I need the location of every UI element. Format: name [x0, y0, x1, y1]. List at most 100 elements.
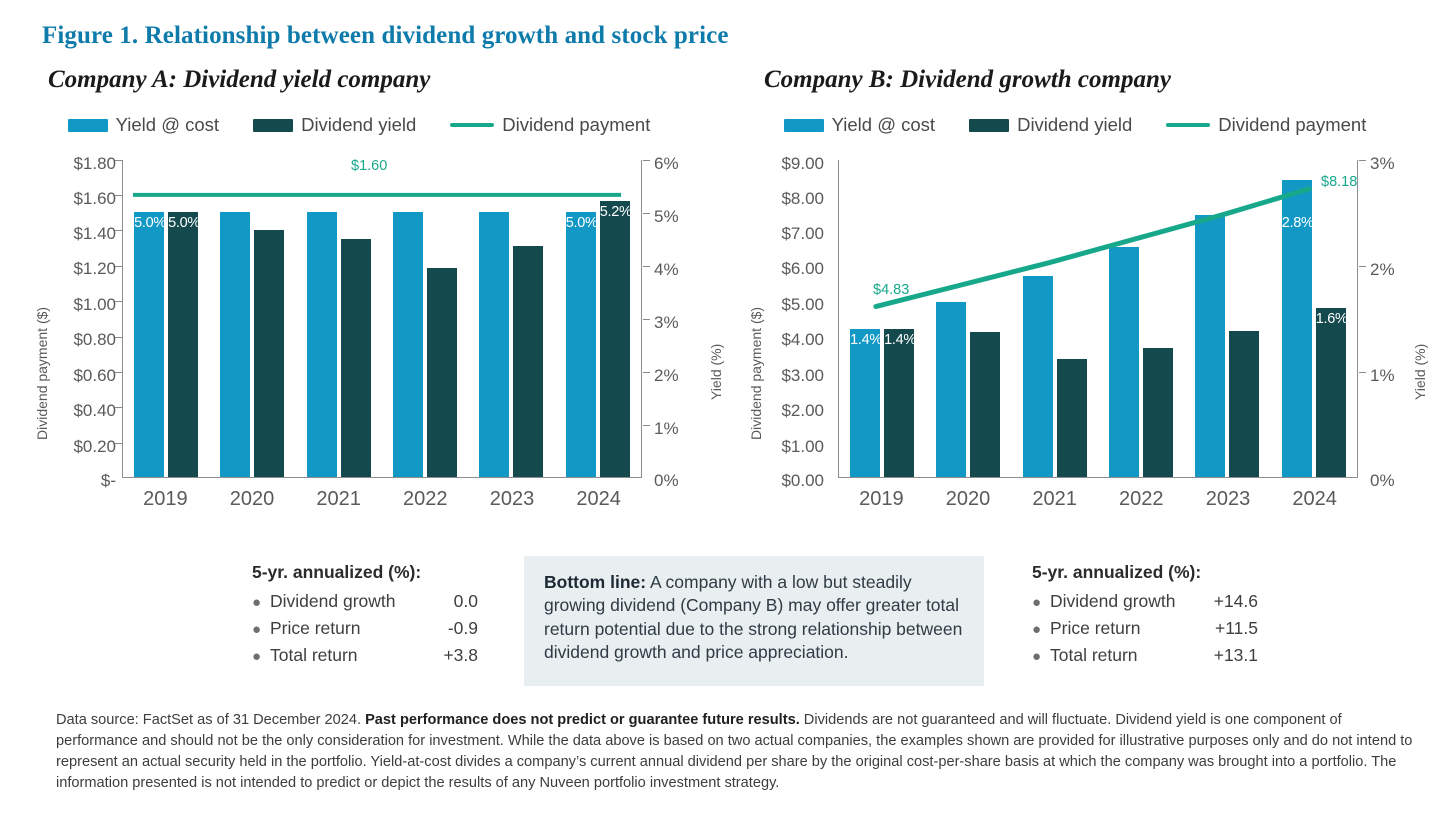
bottom-line-callout: Bottom line: A company with a low but st… [524, 556, 984, 686]
stats-company-b: 5-yr. annualized (%): ● Dividend growth … [1032, 562, 1258, 672]
legend-item-dividend-yield: Dividend yield [253, 114, 416, 136]
x-label-2019: 2019 [859, 488, 904, 510]
bar-dividend-yield[interactable]: 1.4% [884, 329, 916, 477]
chart-a-plot: Dividend payment ($) Yield (%) $1.80 $1.… [24, 150, 724, 510]
bar-group-2024: 5.0% 5.2% [565, 160, 632, 477]
chart-a-y2tick: 4% [654, 260, 679, 279]
stat-label: Dividend growth [1050, 591, 1176, 611]
bar-yield-at-cost[interactable]: 1.4% [850, 329, 882, 477]
bar-yield-at-cost[interactable] [393, 212, 424, 477]
bar-group-2019: 5.0% 5.0% [134, 160, 200, 477]
bar-dividend-yield[interactable] [1056, 359, 1087, 477]
legend-label: Dividend yield [1017, 114, 1133, 135]
chart-b-ytick: $8.00 [781, 189, 824, 208]
legend-swatch-icon [253, 118, 294, 132]
x-label-2024: 2024 [1292, 488, 1337, 510]
bar-dividend-yield[interactable]: 1.6% [1315, 308, 1348, 477]
panel-company-a: Company A: Dividend yield company Yield … [24, 66, 724, 536]
bar-yield-at-cost[interactable] [479, 212, 510, 477]
bar-yield-at-cost[interactable] [1022, 276, 1053, 477]
stats-company-a: 5-yr. annualized (%): ● Dividend growth … [252, 562, 478, 672]
x-label-2021: 2021 [316, 488, 361, 510]
bar-yield-at-cost[interactable]: 5.0% [565, 212, 598, 477]
footnote-part-1: Data source: FactSet as of 31 December 2… [56, 712, 366, 728]
bar-dividend-yield[interactable]: 5.2% [599, 201, 632, 477]
bar-yield-at-cost[interactable] [1109, 247, 1140, 477]
stat-label: Price return [1050, 618, 1141, 638]
bar-group-2024: 2.8% 1.6% [1281, 160, 1348, 477]
legend-label: Yield @ cost [115, 114, 220, 135]
bar-yield-at-cost[interactable] [1195, 215, 1226, 477]
stat-label: Total return [1050, 645, 1138, 665]
chart-b-y2tick: 2% [1370, 260, 1395, 279]
footnote-disclaimer-bold: Past performance does not predict or gua… [365, 712, 800, 728]
footnote-part-2: Dividends are not guaranteed and will fl… [56, 712, 1413, 792]
stat-row: ● Price return +11.5 [1032, 618, 1258, 639]
bar-data-label: 5.2% [599, 204, 632, 220]
chart-a-ytick: $0.80 [73, 330, 116, 349]
bar-data-label: 5.0% [565, 215, 598, 231]
chart-a-ytick: $1.80 [73, 154, 116, 173]
bar-group-2022 [1109, 160, 1174, 477]
chart-b-y2tick: 3% [1370, 154, 1395, 173]
chart-a-plot-area: 5.0% 5.0% [122, 158, 642, 478]
bar-yield-at-cost[interactable]: 5.0% [134, 212, 166, 477]
bar-dividend-yield[interactable] [1229, 331, 1260, 477]
footnote: Data source: FactSet as of 31 December 2… [56, 710, 1426, 795]
chart-a-y2tick: 3% [654, 313, 679, 332]
legend-item-dividend-payment: Dividend payment [1166, 114, 1366, 136]
legend-line-icon [450, 123, 495, 127]
chart-a-y2-axis-title: Yield (%) [708, 343, 724, 400]
stat-label: Price return [270, 618, 361, 638]
chart-b-line-annotation-end: $8.18 [1321, 174, 1358, 190]
bar-yield-at-cost[interactable] [306, 212, 337, 477]
stat-row: ● Dividend growth +14.6 [1032, 591, 1258, 612]
x-label-2022: 2022 [1119, 488, 1164, 510]
bar-dividend-yield[interactable] [970, 332, 1001, 477]
panel-b-title: Company B: Dividend growth company [764, 66, 1171, 93]
x-label-2020: 2020 [945, 488, 991, 510]
chart-b-ytick: $1.00 [781, 437, 824, 456]
chart-a-ytick: $0.20 [73, 437, 116, 456]
bullet-icon: ● [252, 621, 262, 638]
chart-b-y2tick: 0% [1370, 471, 1395, 490]
chart-b-ytick: $3.00 [781, 366, 824, 385]
chart-a-ytick: $1.20 [73, 259, 116, 278]
legend-label: Yield @ cost [831, 114, 936, 135]
bar-dividend-yield[interactable] [254, 230, 285, 477]
panel-a-title: Company A: Dividend yield company [48, 66, 431, 93]
legend-swatch-icon [67, 118, 108, 132]
chart-b-x-labels: 2019 2020 2021 2022 2023 2024 [838, 488, 1358, 511]
bar-group-2020 [936, 160, 1001, 477]
chart-b-plot: Dividend payment ($) Yield (%) $9.00 $8.… [740, 150, 1440, 510]
chart-a-ytick: $1.60 [73, 189, 116, 208]
bar-dividend-yield[interactable]: 5.0% [168, 212, 200, 477]
legend-swatch-icon [969, 118, 1010, 132]
legend-label: Dividend payment [502, 114, 651, 135]
stats-b-heading: 5-yr. annualized (%): [1032, 562, 1202, 582]
chart-a-x-labels: 2019 2020 2021 2022 2023 2024 [122, 488, 642, 511]
bar-dividend-yield[interactable] [513, 246, 544, 477]
chart-b-y2-axis-title: Yield (%) [1412, 343, 1428, 400]
legend-item-yield-at-cost: Yield @ cost [783, 114, 936, 136]
bar-yield-at-cost[interactable]: 2.8% [1281, 180, 1314, 477]
stat-label: Total return [270, 645, 358, 665]
stat-value: +14.6 [1213, 591, 1258, 611]
bar-yield-at-cost[interactable] [220, 212, 251, 477]
bar-yield-at-cost[interactable] [936, 302, 967, 477]
stat-value: +3.8 [443, 645, 478, 665]
bar-group-2020 [220, 160, 285, 477]
legend-b: Yield @ cost Dividend yield Dividend pay… [740, 114, 1440, 136]
stat-row: ● Dividend growth 0.0 [252, 591, 478, 612]
x-label-2023: 2023 [489, 488, 535, 510]
chart-a-ytick: $1.00 [73, 295, 116, 314]
chart-b-ytick: $9.00 [781, 154, 824, 173]
legend-item-yield-at-cost: Yield @ cost [67, 114, 220, 136]
chart-a-ytick: $0.40 [73, 401, 116, 420]
panel-company-b: Company B: Dividend growth company Yield… [740, 66, 1440, 536]
bar-group-2023 [479, 160, 544, 477]
bar-dividend-yield[interactable] [427, 268, 458, 477]
legend-label: Dividend payment [1218, 114, 1367, 135]
bar-dividend-yield[interactable] [1143, 348, 1174, 477]
bar-dividend-yield[interactable] [340, 239, 371, 477]
